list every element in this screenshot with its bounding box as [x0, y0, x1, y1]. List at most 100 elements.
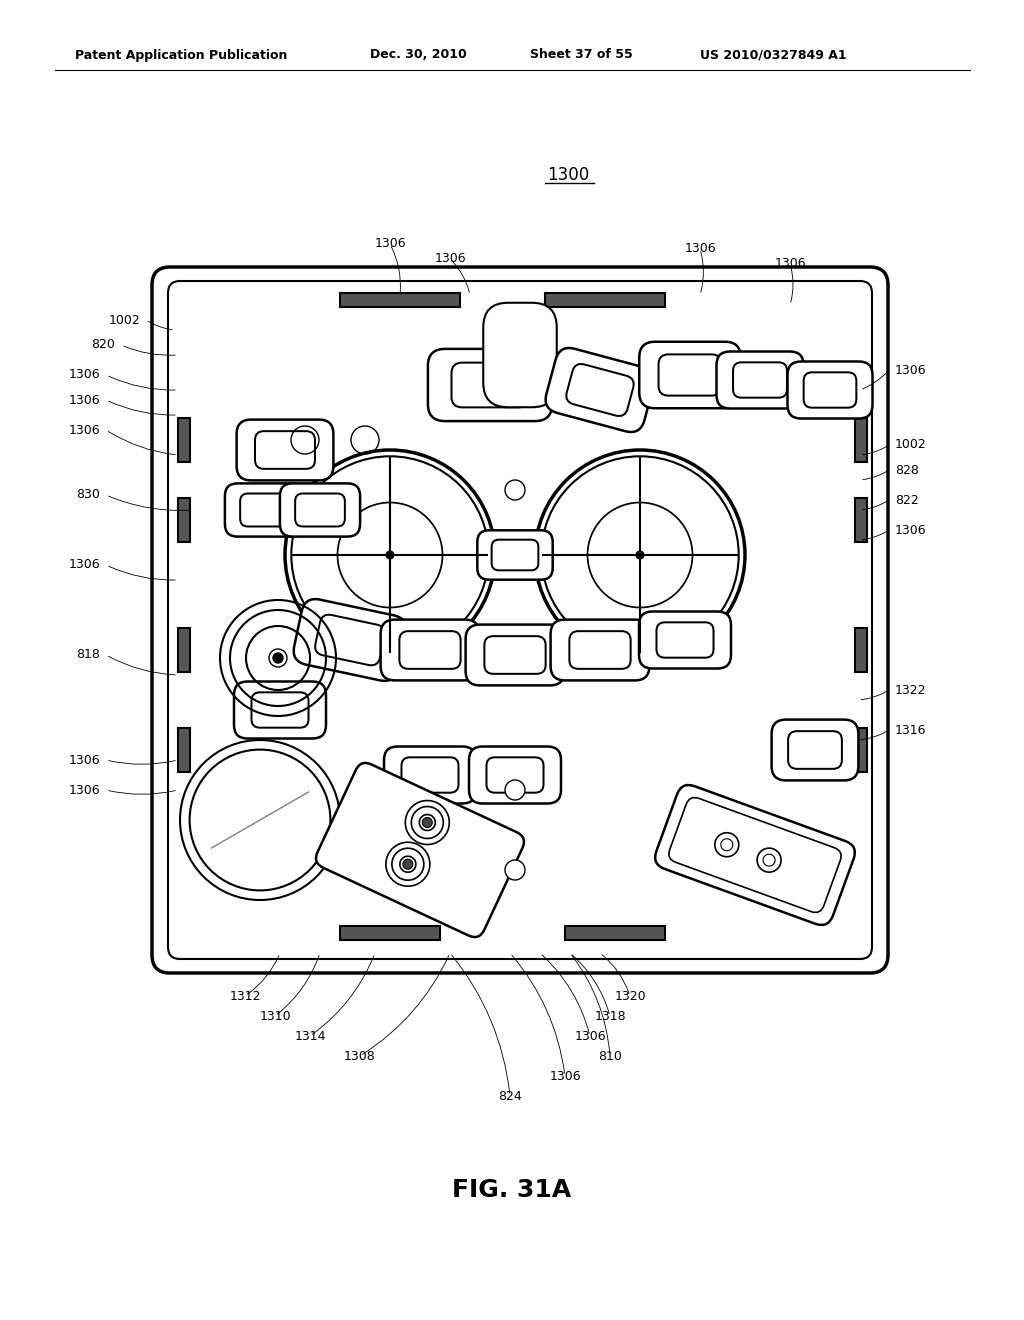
FancyBboxPatch shape [295, 494, 345, 527]
Text: 810: 810 [598, 1049, 622, 1063]
FancyBboxPatch shape [733, 362, 787, 397]
Bar [178, 628, 190, 672]
Bar [340, 293, 460, 308]
Circle shape [721, 838, 733, 850]
FancyBboxPatch shape [466, 624, 564, 685]
FancyBboxPatch shape [428, 348, 552, 421]
FancyBboxPatch shape [252, 692, 308, 727]
FancyBboxPatch shape [483, 302, 557, 408]
FancyBboxPatch shape [255, 432, 315, 469]
Text: 1002: 1002 [895, 438, 927, 451]
FancyBboxPatch shape [717, 351, 804, 408]
FancyBboxPatch shape [772, 719, 858, 780]
Text: 1306: 1306 [69, 424, 100, 437]
Text: 1002: 1002 [109, 314, 140, 326]
FancyBboxPatch shape [452, 363, 528, 408]
Circle shape [273, 653, 283, 663]
Text: Patent Application Publication: Patent Application Publication [75, 49, 288, 62]
Text: 1306: 1306 [549, 1071, 581, 1082]
FancyBboxPatch shape [316, 763, 524, 937]
FancyBboxPatch shape [225, 483, 305, 537]
FancyBboxPatch shape [315, 615, 385, 665]
FancyBboxPatch shape [656, 622, 714, 657]
FancyBboxPatch shape [384, 747, 476, 804]
FancyBboxPatch shape [237, 420, 334, 480]
FancyBboxPatch shape [477, 531, 553, 579]
Bar [855, 628, 867, 672]
Bar [855, 498, 867, 543]
Text: 1318: 1318 [594, 1010, 626, 1023]
Text: 1308: 1308 [344, 1049, 376, 1063]
FancyBboxPatch shape [401, 758, 459, 793]
Text: 1312: 1312 [229, 990, 261, 1003]
Text: 1322: 1322 [895, 684, 927, 697]
Text: 1320: 1320 [614, 990, 646, 1003]
Circle shape [386, 550, 394, 560]
Text: 1306: 1306 [69, 558, 100, 572]
Circle shape [636, 550, 644, 560]
Text: Sheet 37 of 55: Sheet 37 of 55 [530, 49, 633, 62]
Text: 828: 828 [895, 463, 919, 477]
FancyBboxPatch shape [294, 599, 407, 681]
Bar [545, 293, 665, 308]
Bar [855, 729, 867, 772]
FancyBboxPatch shape [569, 631, 631, 669]
FancyBboxPatch shape [639, 611, 731, 668]
FancyBboxPatch shape [469, 747, 561, 804]
FancyBboxPatch shape [381, 619, 479, 680]
FancyBboxPatch shape [152, 267, 888, 973]
FancyBboxPatch shape [241, 494, 290, 527]
Text: 824: 824 [498, 1090, 522, 1104]
Text: 1314: 1314 [294, 1030, 326, 1043]
Text: 820: 820 [91, 338, 115, 351]
FancyBboxPatch shape [168, 281, 872, 960]
Text: 1316: 1316 [895, 723, 927, 737]
Text: 1306: 1306 [69, 393, 100, 407]
Text: 818: 818 [76, 648, 100, 661]
FancyBboxPatch shape [492, 540, 539, 570]
Text: 1306: 1306 [774, 257, 806, 271]
FancyBboxPatch shape [658, 354, 722, 396]
Bar [855, 418, 867, 462]
Text: 1306: 1306 [895, 524, 927, 536]
FancyBboxPatch shape [551, 619, 649, 680]
FancyBboxPatch shape [234, 681, 326, 738]
FancyBboxPatch shape [804, 372, 856, 408]
FancyBboxPatch shape [639, 342, 740, 408]
Circle shape [269, 649, 287, 667]
FancyBboxPatch shape [788, 731, 842, 768]
FancyBboxPatch shape [280, 483, 360, 537]
Bar [178, 498, 190, 543]
Text: Dec. 30, 2010: Dec. 30, 2010 [370, 49, 467, 62]
Circle shape [422, 817, 432, 828]
FancyBboxPatch shape [399, 631, 461, 669]
Text: US 2010/0327849 A1: US 2010/0327849 A1 [700, 49, 847, 62]
Text: 1300: 1300 [547, 166, 589, 183]
Bar [178, 729, 190, 772]
Circle shape [763, 854, 775, 866]
Bar [340, 927, 440, 940]
FancyBboxPatch shape [486, 758, 544, 793]
Text: 822: 822 [895, 494, 919, 507]
Text: 1306: 1306 [895, 363, 927, 376]
Text: 1306: 1306 [69, 754, 100, 767]
Circle shape [505, 861, 525, 880]
Text: 1306: 1306 [574, 1030, 606, 1043]
Text: 1306: 1306 [69, 368, 100, 381]
Circle shape [505, 480, 525, 500]
Text: FIG. 31A: FIG. 31A [453, 1177, 571, 1203]
Text: 1306: 1306 [69, 784, 100, 796]
Text: 830: 830 [76, 488, 100, 502]
FancyBboxPatch shape [546, 348, 654, 432]
FancyBboxPatch shape [787, 362, 872, 418]
FancyBboxPatch shape [484, 636, 546, 673]
FancyBboxPatch shape [655, 785, 855, 925]
Circle shape [505, 780, 525, 800]
Text: 1306: 1306 [374, 238, 406, 249]
Bar [178, 418, 190, 462]
FancyBboxPatch shape [669, 797, 841, 912]
FancyBboxPatch shape [566, 364, 634, 416]
Circle shape [402, 859, 413, 869]
Text: 1306: 1306 [684, 242, 716, 255]
Text: 1310: 1310 [259, 1010, 291, 1023]
